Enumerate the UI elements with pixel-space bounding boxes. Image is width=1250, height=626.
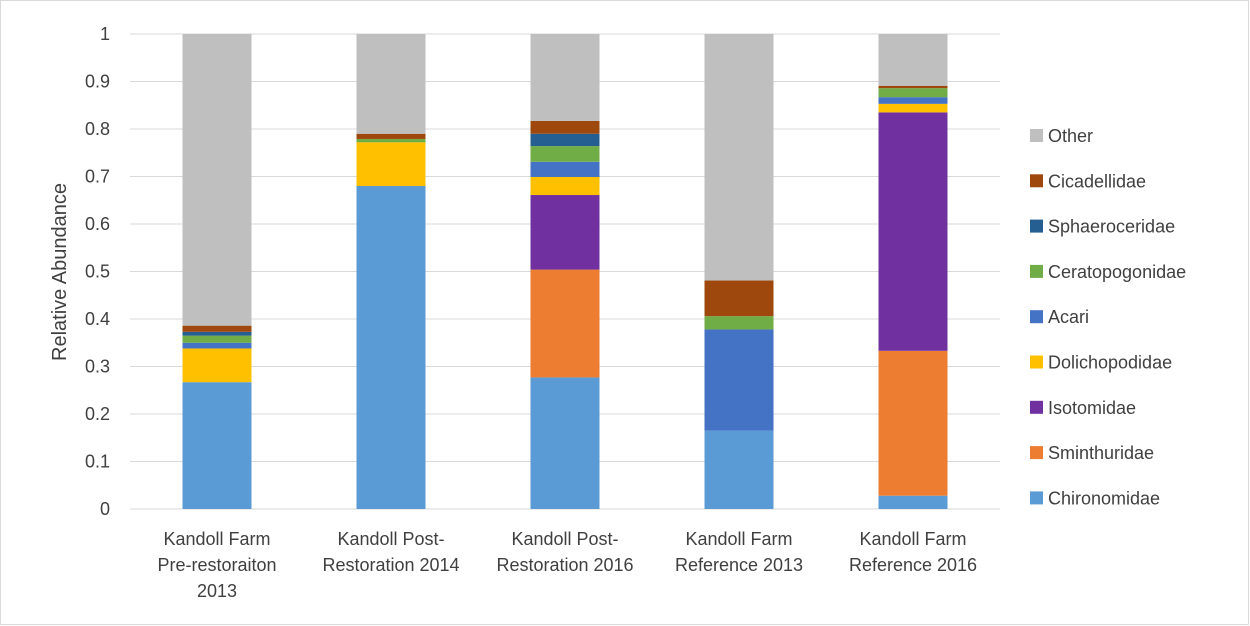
y-tick-label: 0.4 [85,309,110,329]
category-label: Kandoll Farm Pre-restoraiton 2013 [157,529,276,601]
bar-segment-other [356,34,426,134]
legend-label: Isotomidae [1048,398,1136,418]
legend-label: Cicadellidae [1048,171,1146,191]
y-axis-title: Relative Abundance [49,183,71,361]
category-label: Kandoll Post-Restoration 2016 [496,529,633,575]
y-tick-label: 1 [100,24,110,44]
bar-segment-ceratopogonidae [704,316,774,330]
bar-segment-sphaeroceridae [182,331,252,336]
bar-segment-cicadellidae [704,280,774,317]
legend-swatch [1030,400,1043,414]
legend-label: Chironomidae [1048,488,1160,508]
bar-segment-acari [530,161,600,177]
bar-segment-cicadellidae [356,133,426,139]
legend-swatch [1030,219,1043,233]
bar-segment-cicadellidae [530,120,600,134]
legend-label: Ceratopogonidae [1048,262,1186,282]
bar-segment-ceratopogonidae [356,138,426,143]
y-tick-label: 0.5 [85,262,110,282]
bar-segment-acari [182,342,252,349]
bar-segment-chironomidae [530,377,600,509]
legend-swatch [1030,446,1043,460]
legend-swatch [1030,264,1043,278]
bar-segment-ceratopogonidae [530,146,600,162]
bar-segment-other [530,34,600,121]
bar-segment-isotomidae [530,195,600,270]
bar-segment-sminthuridae [530,269,600,378]
y-tick-label: 0.1 [85,452,110,472]
bar-segment-sminthuridae [878,350,948,496]
legend-swatch [1030,491,1043,505]
bar-segment-ceratopogonidae [878,88,948,98]
bar-segment-other [878,34,948,86]
legend-label: Sminthuridae [1048,443,1154,463]
bar-segment-ceratopogonidae [182,335,252,343]
category-label: Kandoll Post-Restoration 2014 [322,529,459,575]
category-label: Kandoll Farm Reference 2016 [849,529,977,575]
y-tick-label: 0.3 [85,357,110,377]
bar-segment-dolichopodidae [878,103,948,113]
legend-label: Dolichopodidae [1048,353,1172,373]
bar-segment-sphaeroceridae [530,133,600,147]
bar-segment-isotomidae [878,112,948,351]
y-tick-label: 0.9 [85,72,110,92]
bar-segment-other [182,34,252,326]
category-labels: Kandoll Farm Pre-restoraiton 2013 Kandoll P… [157,529,977,601]
legend-label: Other [1048,126,1093,146]
bar-segment-dolichopodidae [182,348,252,383]
bar-segment-cicadellidae [182,325,252,332]
legend: Other Cicadellidae Sphaeroceridae Ceratopog… [1030,126,1186,508]
legend-label: Acari [1048,307,1089,327]
y-tick-label: 0.6 [85,214,110,234]
legend-swatch [1030,174,1043,188]
bar-segment-cicadellidae [878,85,948,89]
bar-segment-dolichopodidae [356,142,426,186]
bar-segment-chironomidae [704,430,774,509]
legend-swatch [1030,310,1043,324]
bar-segment-acari [878,97,948,104]
legend-label: Sphaeroceridae [1048,217,1175,237]
bar-segment-chironomidae [878,495,948,509]
bar-segment-acari [704,329,774,431]
y-tick-label: 0.7 [85,167,110,187]
y-tick-label: 0 [100,499,110,519]
bar-segment-dolichopodidae [530,176,600,196]
bar-segment-chironomidae [182,382,252,509]
y-tick-label: 0.2 [85,404,110,424]
y-tick-label: 0.8 [85,119,110,139]
bars [182,34,948,509]
bar-segment-chironomidae [356,186,426,509]
category-label: Kandoll Farm Reference 2013 [675,529,803,575]
y-tick-labels: 0 0.1 0.2 0.3 0.4 0.5 0.6 0.7 0.8 0.9 1 [85,24,110,519]
legend-swatch [1030,129,1043,142]
legend-swatch [1030,355,1043,369]
bar-segment-other [704,34,774,281]
